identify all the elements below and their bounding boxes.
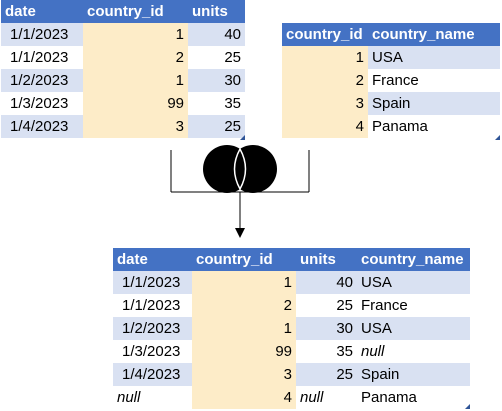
country-name-cell: Panama — [368, 115, 500, 138]
table-row: 1/3/2023 99 35 null — [113, 340, 470, 363]
table-resize-handle[interactable] — [465, 404, 470, 409]
date-cell: 1/1/2023 — [113, 294, 192, 317]
country-id-cell: 1 — [192, 271, 296, 294]
down-arrow-icon — [235, 192, 245, 238]
date-cell: null — [113, 386, 192, 409]
country-id-cell: 3 — [192, 363, 296, 386]
table-header-row: country_id country_name — [282, 23, 500, 46]
country-name-cell: Spain — [357, 363, 470, 386]
country-name-cell: Spain — [368, 92, 500, 115]
country-name-cell: France — [368, 69, 500, 92]
column-header: country_name — [357, 248, 470, 271]
column-header: country_id — [83, 0, 188, 23]
units-cell: 30 — [296, 317, 357, 340]
result-table: date country_id units country_name 1/1/2… — [113, 248, 470, 409]
country-id-cell: 1 — [282, 46, 368, 69]
units-cell: 35 — [296, 340, 357, 363]
country-id-cell: 3 — [83, 115, 188, 138]
dates-table: date country_id units 1/1/2023 1 40 1/1/… — [1, 0, 245, 138]
units-cell: 35 — [188, 92, 245, 115]
column-header: country_name — [368, 23, 500, 46]
column-header: country_id — [192, 248, 296, 271]
country-id-cell: 4 — [282, 115, 368, 138]
country-id-cell: 2 — [282, 69, 368, 92]
table-row: 1/2/2023 1 30 — [1, 69, 245, 92]
column-header: units — [188, 0, 245, 23]
table-row: 1/3/2023 99 35 — [1, 92, 245, 115]
table-row: 1/1/2023 2 25 — [1, 46, 245, 69]
units-cell: 40 — [188, 23, 245, 46]
table-row: 1/4/2023 3 25 — [1, 115, 245, 138]
country-id-cell: 4 — [192, 386, 296, 409]
table-resize-handle[interactable] — [495, 135, 500, 140]
date-cell: 1/4/2023 — [113, 363, 192, 386]
country-name-cell: USA — [357, 317, 470, 340]
country-id-cell: 2 — [83, 46, 188, 69]
table-header-row: date country_id units — [1, 0, 245, 23]
country-name-cell: Panama — [357, 386, 470, 409]
country-name-cell: USA — [357, 271, 470, 294]
table-row: 1/1/2023 1 40 — [1, 23, 245, 46]
country-id-cell: 99 — [192, 340, 296, 363]
table-row: 3 Spain — [282, 92, 500, 115]
country-name-cell: USA — [368, 46, 500, 69]
table-row: 1/2/2023 1 30 USA — [113, 317, 470, 340]
country-name-cell: null — [357, 340, 470, 363]
units-cell: 30 — [188, 69, 245, 92]
date-cell: 1/3/2023 — [113, 340, 192, 363]
table-resize-handle[interactable] — [240, 135, 245, 140]
units-cell: 25 — [296, 294, 357, 317]
units-cell: 25 — [296, 363, 357, 386]
date-cell: 1/4/2023 — [1, 115, 83, 138]
country-id-cell: 2 — [192, 294, 296, 317]
units-cell: 25 — [188, 115, 245, 138]
column-header: units — [296, 248, 357, 271]
full-outer-join-venn-icon — [203, 145, 277, 193]
countries-table: country_id country_name 1 USA 2 France 3… — [282, 23, 500, 138]
units-cell: 40 — [296, 271, 357, 294]
table-row: 4 Panama — [282, 115, 500, 138]
date-cell: 1/1/2023 — [1, 23, 83, 46]
column-header: date — [1, 0, 83, 23]
date-cell: 1/2/2023 — [1, 69, 83, 92]
units-cell: 25 — [188, 46, 245, 69]
table-row: 1/4/2023 3 25 Spain — [113, 363, 470, 386]
country-id-cell: 3 — [282, 92, 368, 115]
date-cell: 1/1/2023 — [1, 46, 83, 69]
country-id-cell: 99 — [83, 92, 188, 115]
country-id-cell: 1 — [192, 317, 296, 340]
country-id-cell: 1 — [83, 69, 188, 92]
units-cell: null — [296, 386, 357, 409]
table-row: 1/1/2023 1 40 USA — [113, 271, 470, 294]
table-row: 1 USA — [282, 46, 500, 69]
column-header: date — [113, 248, 192, 271]
column-header: country_id — [282, 23, 368, 46]
table-row: null 4 null Panama — [113, 386, 470, 409]
date-cell: 1/2/2023 — [113, 317, 192, 340]
country-name-cell: France — [357, 294, 470, 317]
country-id-cell: 1 — [83, 23, 188, 46]
table-row: 1/1/2023 2 25 France — [113, 294, 470, 317]
date-cell: 1/1/2023 — [113, 271, 192, 294]
table-header-row: date country_id units country_name — [113, 248, 470, 271]
table-row: 2 France — [282, 69, 500, 92]
date-cell: 1/3/2023 — [1, 92, 83, 115]
